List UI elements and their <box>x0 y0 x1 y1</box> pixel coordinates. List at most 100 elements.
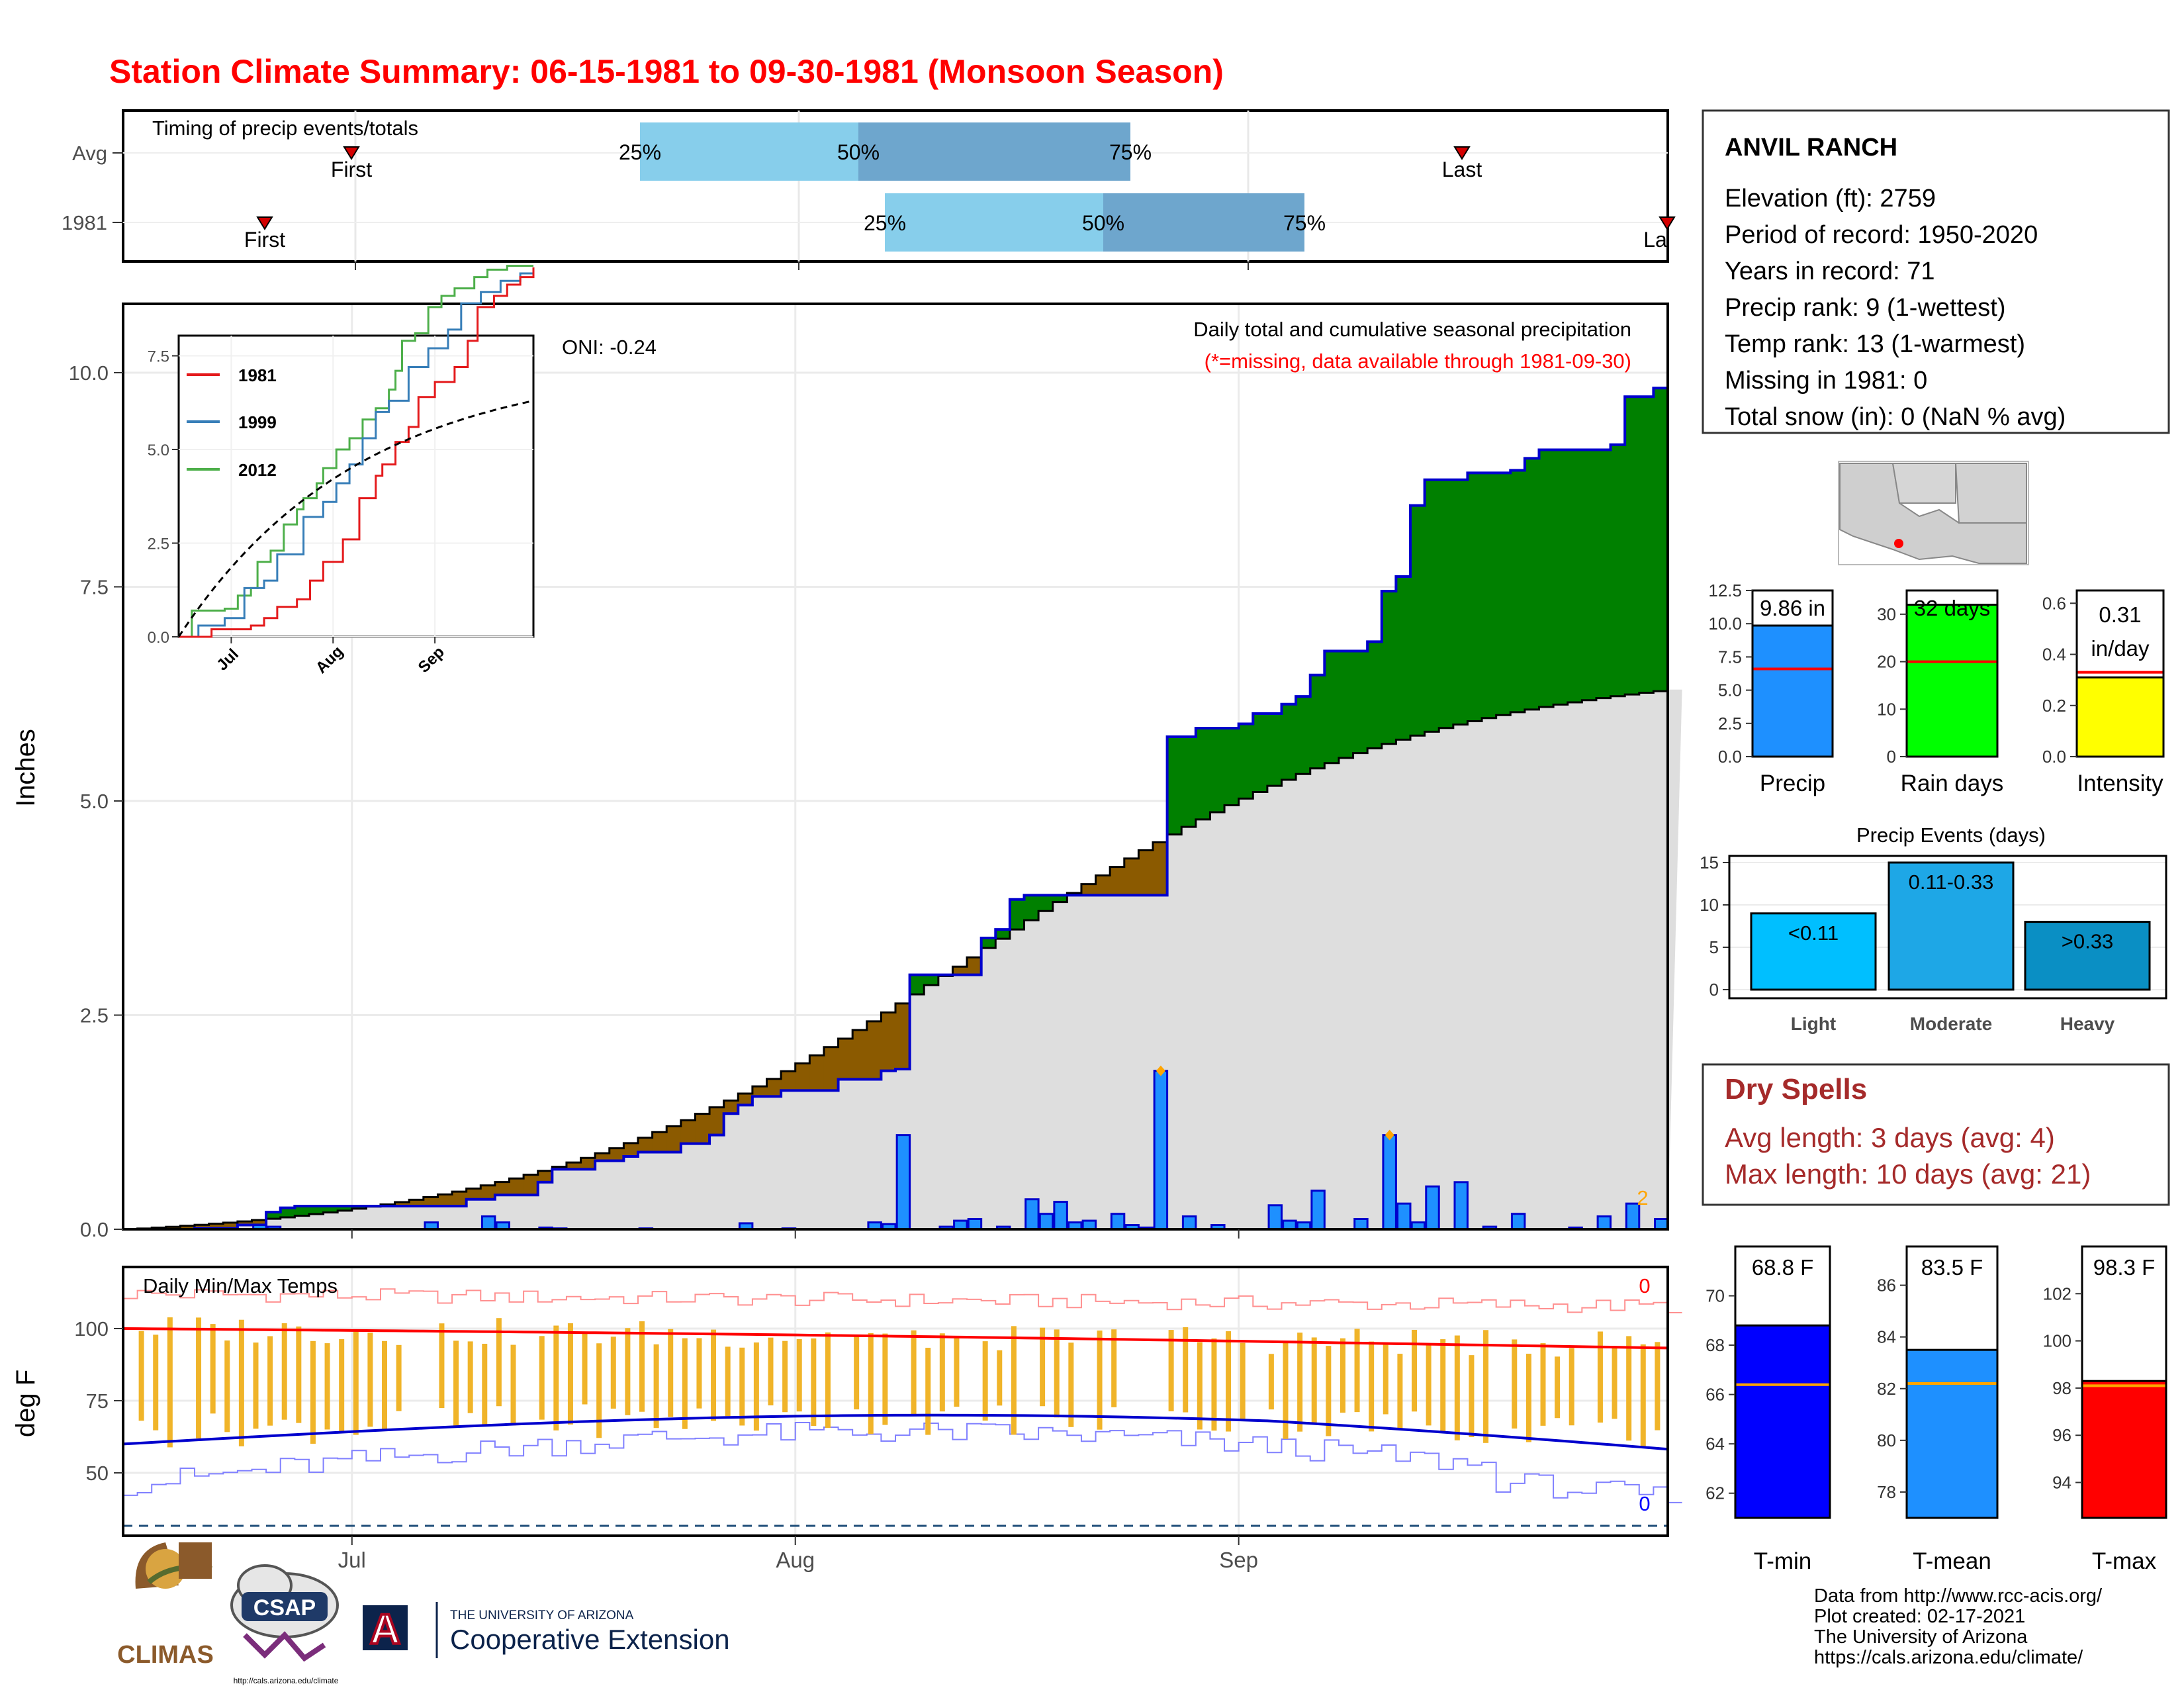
inset-plot-area <box>177 265 535 638</box>
temp-y-axis: 50 75 100 <box>74 1317 123 1485</box>
precip-bar <box>1751 624 1834 758</box>
daily-temp-bar <box>1268 1354 1274 1410</box>
inset-series-1999 <box>179 272 533 638</box>
daily-temp-bar <box>1483 1330 1489 1443</box>
footer-credits: Data from http://www.rcc-acis.org/ Plot … <box>1814 1585 2103 1668</box>
daily-temp-bar <box>1397 1354 1403 1429</box>
temp-min-missing-label: 0 <box>1639 1492 1650 1515</box>
station-temp-rank: Temp rank: 13 (1-warmest) <box>1725 330 2025 358</box>
daily-temp-bar <box>539 1336 545 1420</box>
intensity-category-label: Intensity <box>2077 771 2163 796</box>
below-average-fill <box>223 1222 238 1229</box>
precip-y-tick-label: 5.0 <box>80 790 109 813</box>
climas-logo: CLIMAS <box>117 1542 214 1669</box>
below-average-fill <box>967 957 982 975</box>
record-min-line <box>123 1421 1682 1503</box>
above-average-fill <box>1310 675 1326 769</box>
daily-precip-bar <box>1267 1204 1283 1231</box>
intensity-tick-label: 0.4 <box>2042 645 2066 665</box>
daily-precip-bar <box>1110 1213 1126 1231</box>
above-average-fill <box>924 974 939 986</box>
below-average-fill <box>766 1078 782 1097</box>
daily-precip-bar <box>480 1215 496 1231</box>
t-mean-frame <box>1905 1245 1999 1519</box>
above-average-fill <box>1610 444 1625 696</box>
events-bar <box>1888 861 2015 991</box>
below-average-fill <box>666 1126 682 1152</box>
above-average-fill <box>995 929 1011 939</box>
precip-y-tick-label: 2.5 <box>80 1004 109 1027</box>
precip-x-axis <box>351 1229 1240 1239</box>
intensity-tick-label: 0.0 <box>2042 747 2066 767</box>
daily-precip-bar <box>1310 1190 1326 1231</box>
below-average-fill <box>509 1178 524 1196</box>
below-average-fill <box>437 1194 453 1207</box>
above-average-fill <box>1181 736 1197 827</box>
legend-1999-label: 1999 <box>238 412 277 432</box>
gauge-charts: 0.02.55.07.510.012.59.86 inPrecip0102030… <box>1706 581 2167 1574</box>
above-average-fill <box>1253 714 1268 792</box>
dry-spells-frame <box>1702 1063 2170 1206</box>
station-snow: Total snow (in): 0 (NaN % avg) <box>1725 403 2066 431</box>
t-mean-tick-label: 82 <box>1877 1379 1896 1399</box>
below-average-fill <box>652 1132 668 1152</box>
below-average-fill <box>595 1153 610 1161</box>
below-average-fill <box>1110 867 1125 896</box>
below-average-fill <box>523 1174 539 1196</box>
daily-temp-bar <box>811 1338 817 1427</box>
daily-temp-bar <box>682 1338 688 1429</box>
below-average-fill <box>452 1192 467 1207</box>
events-title: Precip Events (days) <box>1856 823 2046 847</box>
station-frame <box>1702 109 2170 434</box>
t-max-tick-label: 96 <box>2052 1425 2071 1445</box>
above-average-fill <box>1324 651 1340 763</box>
above-average-fill <box>1038 895 1054 912</box>
events-bar <box>1750 912 1877 991</box>
precip-panel: 0.0 2.5 5.0 7.5 10.0 Inches Daily total and … <box>11 265 1682 1241</box>
avg-q25-label: 25% <box>619 140 661 164</box>
below-average-fill <box>195 1225 210 1229</box>
timing-row-label-avg: Avg <box>72 142 107 165</box>
above-average-fill <box>1210 728 1225 813</box>
t-max-frame <box>2081 1245 2167 1519</box>
above-average-fill <box>338 1206 353 1211</box>
below-average-fill <box>580 1158 596 1170</box>
above-average-fill <box>1424 479 1440 732</box>
daily-temp-bar <box>310 1340 316 1444</box>
inset-series-1981 <box>179 267 535 638</box>
rain-days-value-label: 32 days <box>1914 596 1991 620</box>
below-average-fill <box>494 1182 510 1196</box>
above-average-fill <box>1596 449 1612 698</box>
inset-y-tick-label: 5.0 <box>148 442 169 459</box>
precip-y-tick-label: 0.0 <box>80 1218 109 1241</box>
daily-temp-bar <box>1326 1346 1332 1436</box>
t-min-gauge: 62 64 66 68 70 68.8 F T-min <box>1706 1245 1831 1574</box>
t-mean-tick-label: 86 <box>1877 1276 1896 1295</box>
daily-temp-bar <box>1469 1355 1475 1437</box>
daily-precip-bar <box>895 1134 911 1231</box>
above-average-fill <box>266 1212 281 1219</box>
footer-line-3: The University of Arizona <box>1814 1626 2028 1648</box>
events-bar-label: >0.33 <box>2062 930 2113 953</box>
daily-temp-bar <box>610 1336 616 1409</box>
locator-map <box>1838 461 2029 565</box>
below-average-fill <box>394 1202 410 1207</box>
page-title: Station Climate Summary: 06-15-1981 to 0… <box>109 53 1224 90</box>
daily-temp-bar <box>1283 1341 1289 1439</box>
daily-precip-bar <box>1382 1134 1397 1231</box>
above-average-fill <box>1024 895 1039 921</box>
above-average-fill <box>1224 728 1240 806</box>
precip-y-axis-title: Inches <box>11 729 40 807</box>
y1981-quartile-25-50 <box>885 193 1103 252</box>
daily-temp-bar <box>1197 1342 1203 1430</box>
above-average-fill <box>1639 397 1655 693</box>
below-average-fill <box>208 1223 224 1229</box>
daily-temp-bar <box>238 1319 244 1446</box>
daily-temp-bar <box>1555 1356 1561 1419</box>
above-average-fill <box>1567 449 1583 702</box>
t-mean-bar <box>1905 1348 1999 1519</box>
rain-days-category-label: Rain days <box>1901 771 2004 796</box>
daily-temp-bar <box>1597 1331 1603 1423</box>
